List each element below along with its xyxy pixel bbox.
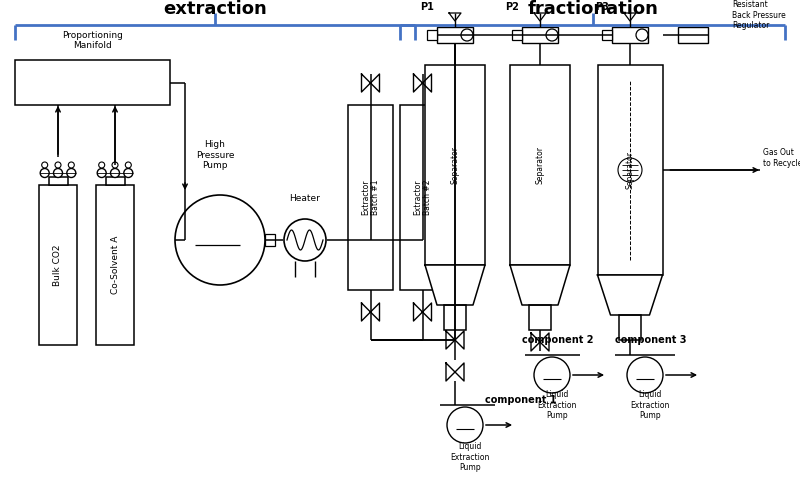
Circle shape (447, 407, 483, 443)
Polygon shape (598, 275, 662, 315)
Bar (96, 185, 134, 345)
Bar (39, 185, 77, 345)
Bar (678, 27, 707, 43)
Circle shape (40, 168, 50, 178)
Bar (612, 27, 648, 43)
Circle shape (68, 162, 74, 168)
Circle shape (175, 195, 265, 285)
Circle shape (112, 162, 118, 168)
Text: component 3: component 3 (615, 335, 686, 345)
Circle shape (636, 29, 648, 41)
Bar (619, 315, 641, 340)
Polygon shape (425, 265, 485, 305)
Circle shape (110, 168, 119, 178)
Text: Separator: Separator (626, 151, 634, 189)
Bar (265, 234, 275, 246)
Circle shape (124, 168, 133, 178)
Circle shape (98, 162, 105, 168)
Text: component 2: component 2 (522, 335, 594, 345)
Bar (15, 60, 170, 105)
Text: P3: P3 (595, 2, 609, 12)
Bar (427, 30, 437, 40)
Polygon shape (534, 13, 546, 21)
Circle shape (618, 158, 642, 182)
Text: Extractor
Batch #2: Extractor Batch #2 (413, 180, 432, 215)
Text: Gas Out
to Recycle: Gas Out to Recycle (763, 148, 800, 168)
Circle shape (97, 168, 106, 178)
Circle shape (55, 162, 61, 168)
Bar (444, 305, 466, 330)
Circle shape (42, 162, 48, 168)
Circle shape (67, 168, 76, 178)
Circle shape (546, 29, 558, 41)
Text: Separator: Separator (450, 146, 459, 184)
Bar (522, 27, 558, 43)
Text: P2: P2 (505, 2, 519, 12)
Text: Bulk CO2: Bulk CO2 (54, 244, 62, 286)
Bar (106, 177, 125, 185)
Text: Separator: Separator (535, 146, 545, 184)
Text: Co-Solvent A: Co-Solvent A (110, 236, 119, 294)
Bar (510, 65, 570, 265)
Text: Liquid
Extraction
Pump: Liquid Extraction Pump (450, 442, 490, 472)
Text: extraction: extraction (163, 0, 267, 18)
Text: Blockage
Resistant
Back Pressure
Regulator: Blockage Resistant Back Pressure Regulat… (733, 0, 786, 30)
Text: fractionation: fractionation (527, 0, 658, 18)
Circle shape (126, 162, 131, 168)
Circle shape (461, 29, 473, 41)
Polygon shape (510, 265, 570, 305)
Bar (602, 30, 612, 40)
Bar (437, 27, 473, 43)
Polygon shape (624, 13, 636, 21)
Text: component 1: component 1 (485, 395, 557, 405)
Bar (512, 30, 522, 40)
Text: Extractor
Batch #1: Extractor Batch #1 (361, 180, 380, 215)
Bar (49, 177, 67, 185)
Circle shape (54, 168, 62, 178)
Bar (348, 105, 393, 290)
Text: P1: P1 (420, 2, 434, 12)
Polygon shape (449, 13, 461, 21)
Bar (529, 305, 551, 330)
Circle shape (284, 219, 326, 261)
Circle shape (534, 357, 570, 393)
Bar (598, 65, 662, 275)
Bar (400, 105, 445, 290)
Text: High
Pressure
Pump: High Pressure Pump (196, 140, 234, 170)
Text: Liquid
Extraction
Pump: Liquid Extraction Pump (630, 390, 670, 420)
Text: Proportioning
Manifold: Proportioning Manifold (62, 31, 123, 50)
Bar (425, 65, 485, 265)
Text: Heater: Heater (290, 194, 321, 203)
Text: Liquid
Extraction
Pump: Liquid Extraction Pump (538, 390, 577, 420)
Circle shape (627, 357, 663, 393)
